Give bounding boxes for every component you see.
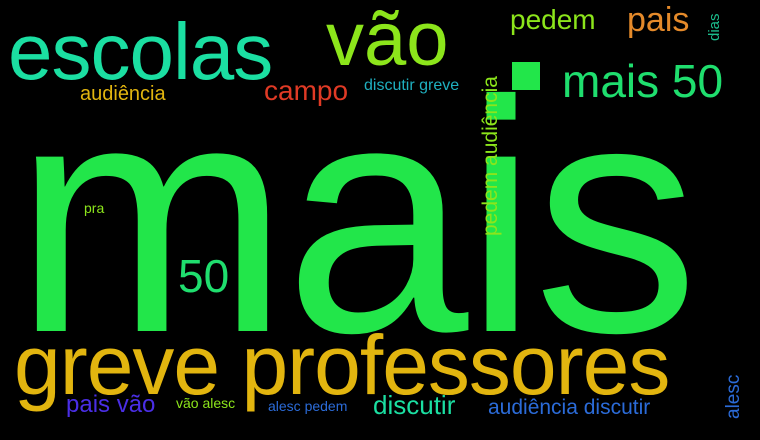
word-50: 50 bbox=[178, 250, 230, 302]
word-pais-vao: pais vão bbox=[66, 391, 156, 418]
word-alesc-pedem: alesc pedem bbox=[268, 398, 348, 414]
word-discutir-greve: discutir greve bbox=[364, 77, 460, 94]
square-glyph-mark bbox=[512, 62, 540, 90]
word-escolas: escolas bbox=[8, 7, 273, 96]
word-pra: pra bbox=[84, 200, 105, 216]
word-audiencia: audiência bbox=[80, 83, 166, 105]
word-greve-professores: greve professores bbox=[14, 318, 670, 412]
word-vao: vão bbox=[326, 0, 449, 82]
word-pais: pais bbox=[627, 1, 690, 39]
word-alesc: alesc bbox=[723, 374, 744, 419]
word-campo: campo bbox=[264, 75, 349, 106]
word-mais-50: mais 50 bbox=[562, 55, 724, 107]
word-vao-alesc: vão alesc bbox=[176, 395, 236, 411]
word-discutir: discutir bbox=[373, 390, 456, 420]
word-dias: dias bbox=[706, 13, 723, 41]
word-pedem: pedem bbox=[510, 4, 596, 35]
word-mais: mais bbox=[14, 32, 699, 401]
word-audiencia-discutir: audiência discutir bbox=[488, 396, 651, 419]
word-pedem-audiencia: pedem audiência bbox=[479, 76, 502, 236]
